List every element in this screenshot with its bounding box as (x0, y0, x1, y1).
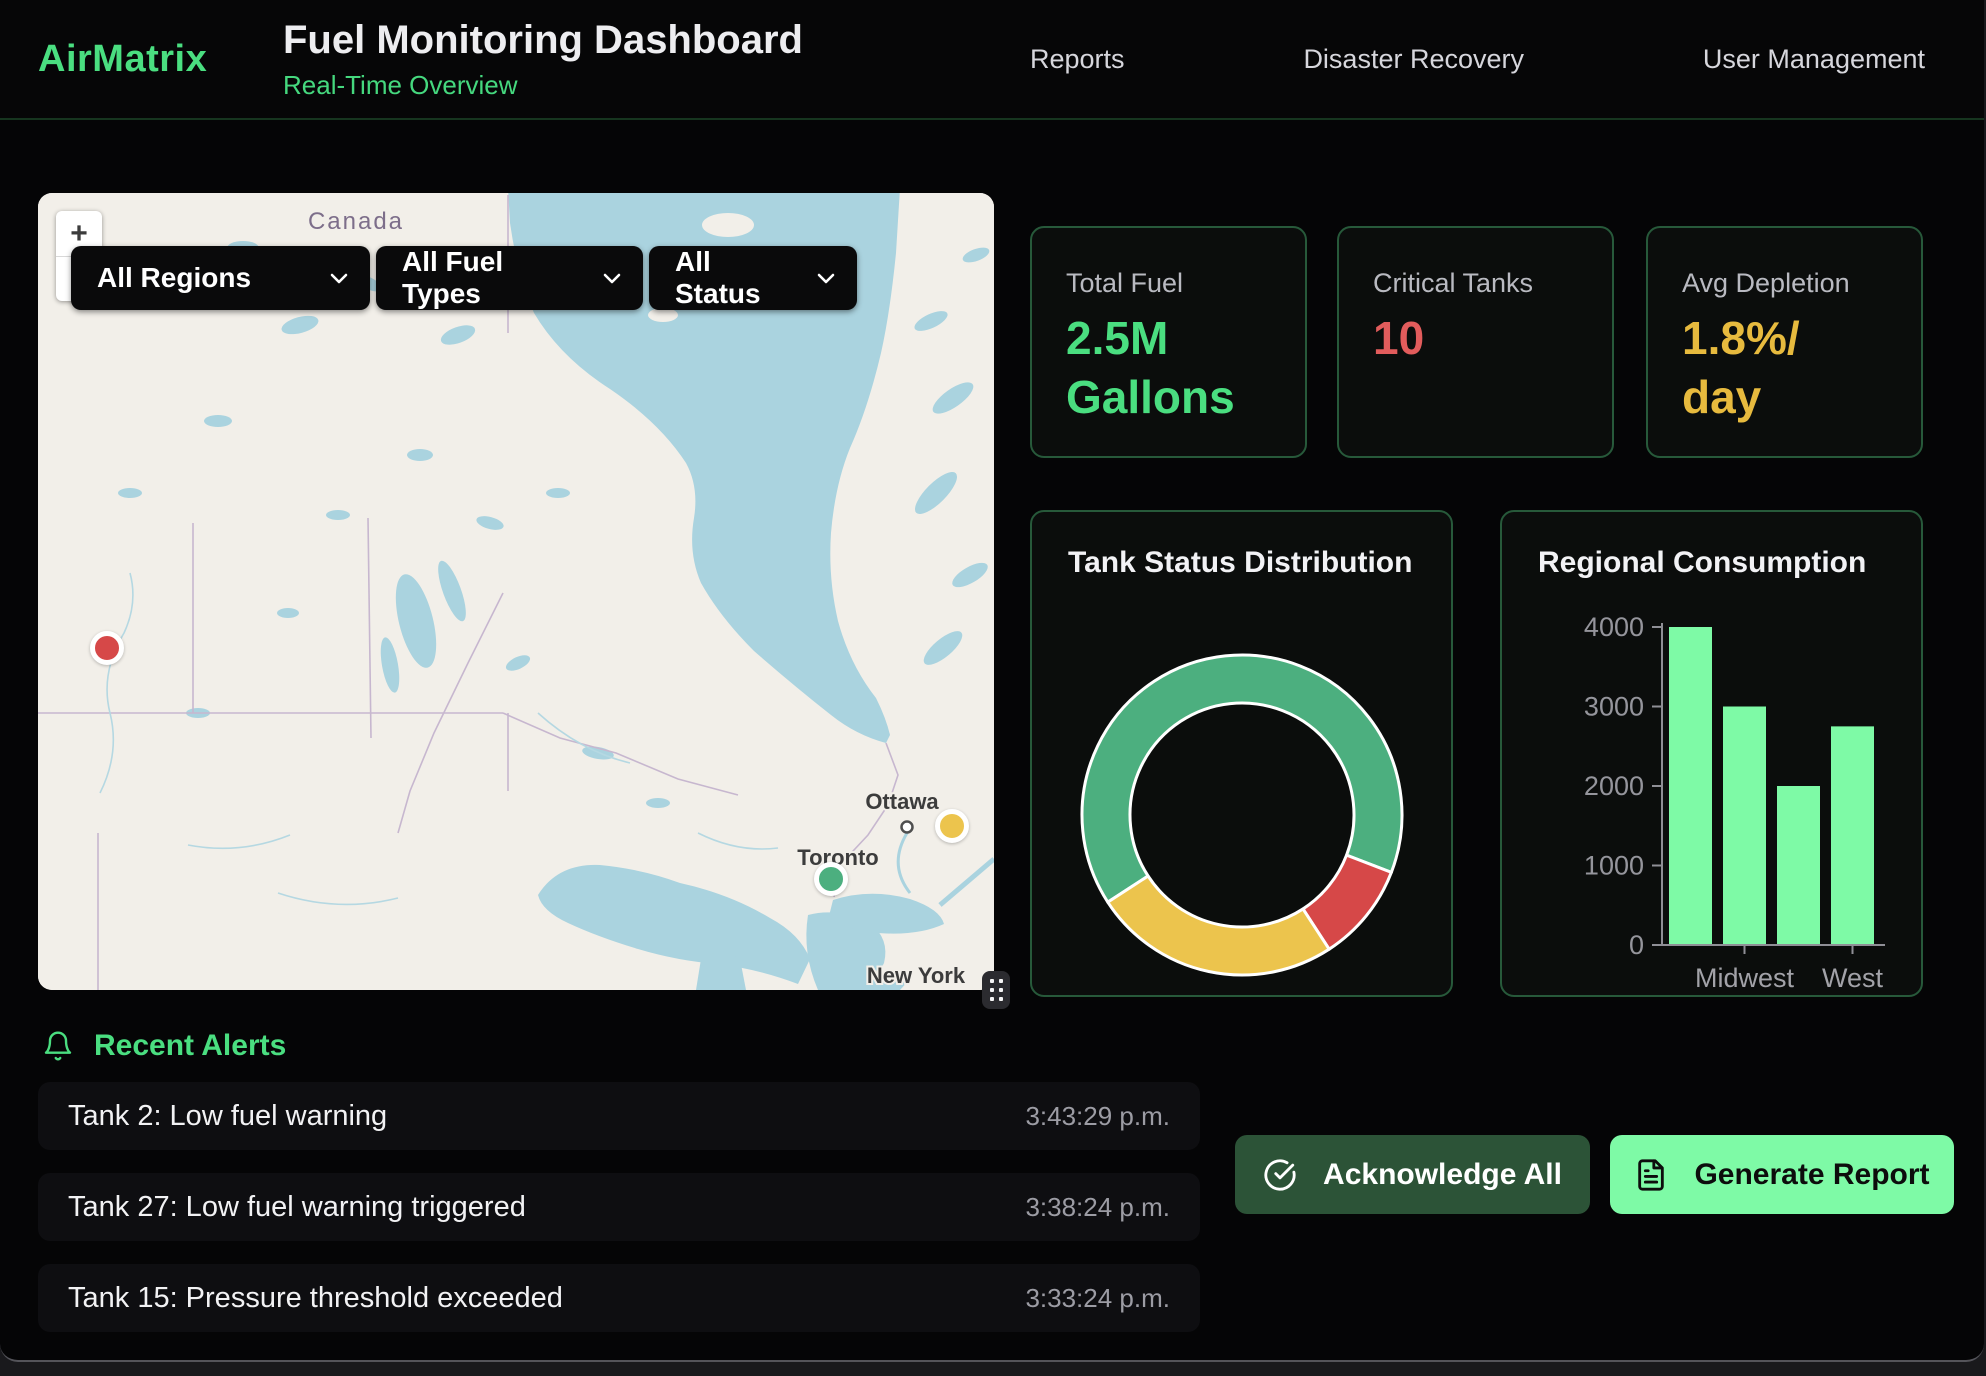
x-tick-label: Midwest (1695, 963, 1795, 993)
alert-row: Tank 15: Pressure threshold exceeded 3:3… (38, 1264, 1200, 1332)
generate-report-button[interactable]: Generate Report (1610, 1135, 1954, 1214)
region-filter-dropdown[interactable]: All Regions (71, 246, 370, 310)
alert-timestamp: 3:38:24 p.m. (1025, 1191, 1170, 1222)
page-subtitle: Real-Time Overview (283, 70, 518, 100)
app-logo: AirMatrix (38, 38, 208, 80)
ottawa-town-dot (900, 820, 914, 834)
bar-west (1831, 726, 1874, 945)
fuel-map[interactable]: Canada Ottawa Toronto New York + − All R… (38, 193, 994, 990)
y-tick-label: 1000 (1584, 851, 1644, 881)
alert-message: Tank 27: Low fuel warning triggered (68, 1190, 526, 1223)
donut-segment-normal (1080, 653, 1404, 904)
drag-handle-icon[interactable] (982, 971, 1010, 1009)
chevron-down-icon (603, 273, 621, 283)
alerts-header: Recent Alerts (42, 1026, 286, 1066)
acknowledge-all-button[interactable]: Acknowledge All (1235, 1135, 1590, 1214)
kpi-label: Avg Depletion (1682, 268, 1850, 298)
alert-row: Tank 27: Low fuel warning triggered 3:38… (38, 1173, 1200, 1241)
panel-title: Regional Consumption (1538, 546, 1867, 579)
tank-marker-critical[interactable] (90, 631, 124, 665)
kpi-value: 2.5M Gallons (1066, 312, 1235, 423)
map-label-new-york: New York (867, 963, 966, 988)
alert-timestamp: 3:43:29 p.m. (1025, 1100, 1170, 1131)
kpi-total-fuel: Total Fuel 2.5M Gallons (1030, 226, 1307, 458)
alerts-title: Recent Alerts (94, 1029, 287, 1062)
status-filter-dropdown[interactable]: All Status (649, 246, 857, 310)
chevron-down-icon (330, 273, 348, 283)
tank-marker-warning[interactable] (935, 809, 969, 843)
generate-report-label: Generate Report (1694, 1157, 1930, 1191)
map-canvas: Canada Ottawa Toronto New York (38, 193, 994, 990)
bar-midwest (1723, 706, 1766, 945)
x-tick-label: West (1822, 963, 1884, 993)
kpi-avg-depletion: Avg Depletion 1.8%/ day (1646, 226, 1923, 458)
alert-timestamp: 3:33:24 p.m. (1025, 1282, 1170, 1313)
y-tick-label: 3000 (1584, 692, 1644, 722)
check-circle-icon (1264, 1158, 1296, 1191)
acknowledge-all-label: Acknowledge All (1323, 1157, 1562, 1191)
bell-icon (44, 1031, 72, 1061)
alert-message: Tank 2: Low fuel warning (68, 1099, 388, 1132)
header: AirMatrix Fuel Monitoring Dashboard Real… (0, 0, 1984, 120)
map-label-canada: Canada (308, 208, 404, 235)
main-nav: Reports Disaster Recovery User Managemen… (1030, 0, 1925, 118)
kpi-critical-tanks: Critical Tanks 10 (1337, 226, 1614, 458)
donut-segment-warning (1106, 874, 1331, 977)
map-filters: All Regions All Fuel Types All Status (71, 246, 857, 310)
kpi-label: Critical Tanks (1373, 268, 1534, 298)
fuel-type-filter-value: All Fuel Types (402, 246, 504, 309)
regional-consumption-panel: Regional Consumption 0 1000 2000 3000 4000 Mi… (1500, 510, 1923, 997)
tank-status-panel: Tank Status Distribution (1030, 510, 1453, 997)
tank-marker-normal[interactable] (814, 862, 848, 896)
panel-title: Tank Status Distribution (1068, 546, 1413, 579)
tank-status-donut-chart (1080, 653, 1404, 977)
fuel-type-filter-dropdown[interactable]: All Fuel Types (376, 246, 643, 310)
chevron-down-icon (817, 273, 835, 283)
nav-item-user-management[interactable]: User Management (1702, 43, 1925, 74)
file-text-icon (1638, 1158, 1665, 1191)
regional-consumption-bar-chart: 0 1000 2000 3000 4000 Midwest West (1584, 612, 1885, 993)
bar-northeast (1669, 627, 1712, 945)
zoom-in-button[interactable]: + (70, 216, 88, 250)
bar-south (1777, 786, 1820, 945)
alert-message: Tank 15: Pressure threshold exceeded (68, 1281, 563, 1314)
alert-row: Tank 2: Low fuel warning 3:43:29 p.m. (38, 1082, 1200, 1150)
kpi-label: Total Fuel (1066, 268, 1184, 298)
status-filter-value: All Status (675, 246, 761, 309)
nav-item-reports[interactable]: Reports (1030, 43, 1125, 74)
kpi-value: 10 (1373, 312, 1425, 364)
page-title: Fuel Monitoring Dashboard (283, 18, 803, 62)
y-tick-label: 2000 (1584, 771, 1644, 801)
y-tick-label: 0 (1629, 930, 1644, 960)
region-filter-value: All Regions (97, 262, 252, 293)
kpi-value: 1.8%/ day (1682, 312, 1800, 423)
nav-item-disaster-recovery[interactable]: Disaster Recovery (1303, 43, 1524, 74)
y-tick-label: 4000 (1584, 612, 1644, 642)
map-label-ottawa: Ottawa (865, 789, 939, 814)
title-block: Fuel Monitoring Dashboard Real-Time Over… (283, 18, 803, 101)
